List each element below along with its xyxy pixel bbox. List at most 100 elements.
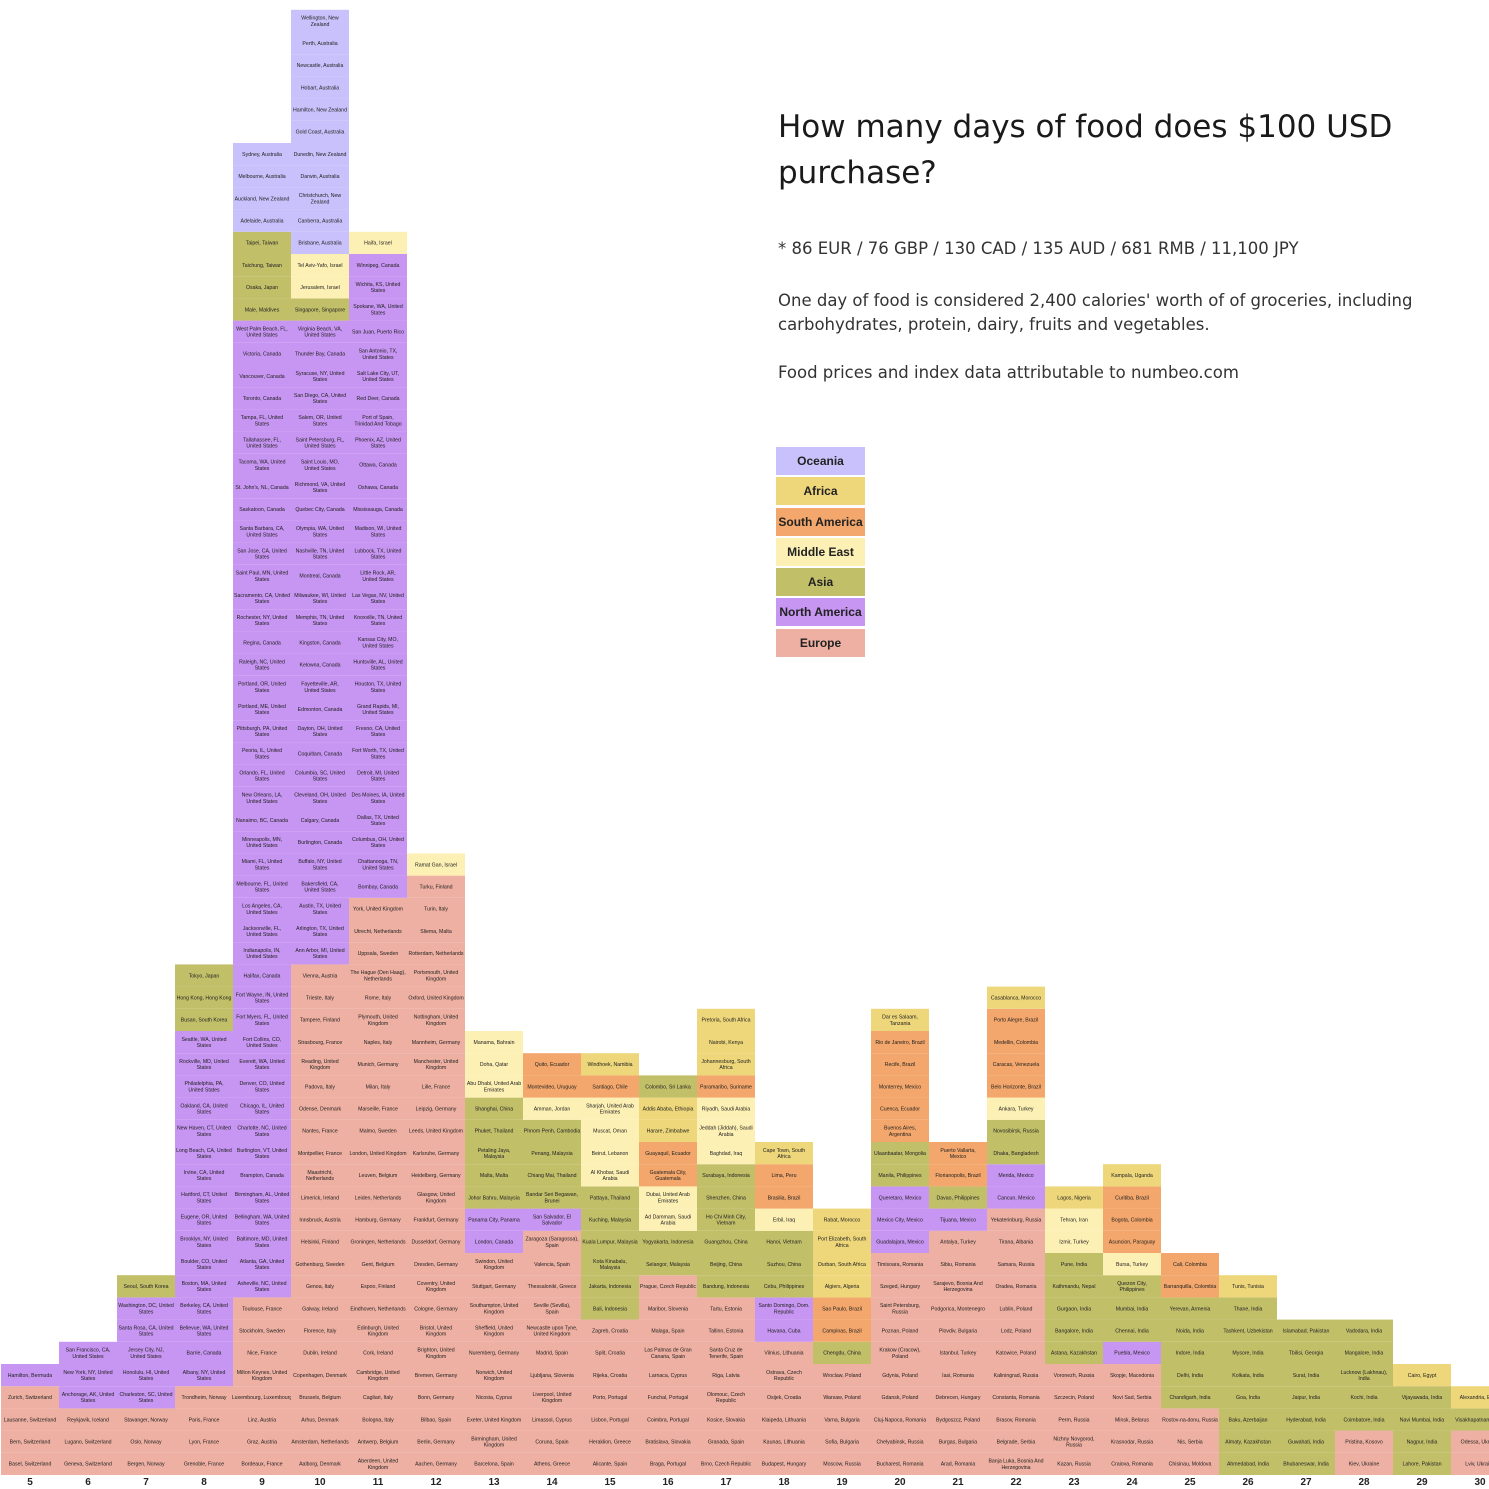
city-label: Caracas, Venezuela — [993, 1062, 1040, 1068]
city-cell — [639, 1386, 697, 1409]
city-cell — [407, 1430, 465, 1453]
city-cell — [233, 1430, 291, 1453]
city-label: Galway, Ireland — [302, 1306, 338, 1312]
city-label: Santa Barbara, CA, United States — [240, 526, 285, 538]
city-label: Port Elizabeth, South Africa — [818, 1237, 867, 1249]
city-cell — [1277, 1364, 1335, 1387]
city-cell — [233, 809, 291, 832]
city-cell — [349, 298, 407, 321]
city-cell — [523, 1097, 581, 1120]
city-cell — [813, 1230, 871, 1253]
city-label: Riyadh, Saudi Arabia — [702, 1107, 751, 1113]
city-cell — [1335, 1430, 1393, 1453]
city-label: Lausanne, Switzerland — [4, 1417, 57, 1423]
city-cell — [987, 1031, 1045, 1054]
city-cell — [1277, 1386, 1335, 1409]
city-cell — [291, 98, 349, 121]
city-cell — [349, 986, 407, 1009]
city-label: Darwin, Australia — [301, 174, 340, 180]
city-label: Penang, Malaysia — [531, 1151, 572, 1157]
city-label: Vilnius, Lithuania — [764, 1351, 803, 1357]
city-label: Colombo, Sri Lanka — [645, 1084, 691, 1090]
city-label: Tampa, FL, United States — [241, 415, 283, 427]
city-label: Algiers, Algeria — [825, 1284, 860, 1290]
city-cell — [175, 1319, 233, 1342]
city-cell — [639, 1186, 697, 1209]
city-cell — [523, 1297, 581, 1320]
city-label: Bristol, United Kingdom — [420, 1325, 452, 1337]
city-cell — [349, 453, 407, 476]
city-cell — [871, 1008, 929, 1031]
city-label: Rome, Italy — [365, 996, 392, 1002]
city-cell — [813, 1364, 871, 1387]
city-cell — [349, 875, 407, 898]
city-label: Coruna, Spain — [535, 1440, 568, 1446]
city-cell — [465, 1186, 523, 1209]
city-cell — [407, 942, 465, 965]
city-cell — [1277, 1430, 1335, 1453]
city-cell — [117, 1275, 175, 1298]
x-tick-label: 12 — [430, 1477, 442, 1488]
city-label: Harare, Zimbabwe — [647, 1129, 690, 1135]
city-label: Atlanta, GA, United States — [240, 1259, 285, 1271]
city-cell — [175, 1053, 233, 1076]
city-label: Regina, Canada — [243, 640, 281, 646]
city-label: Athens, Greece — [534, 1462, 570, 1468]
city-cell — [1, 1430, 59, 1453]
city-cell — [349, 387, 407, 410]
city-label: Lviv, Ukraine — [1465, 1462, 1489, 1468]
city-label: New York, NY, United States — [63, 1370, 112, 1382]
city-cell — [233, 675, 291, 698]
city-cell — [465, 1031, 523, 1054]
city-label: Bucharest, Romania — [877, 1462, 924, 1468]
city-label: Campinas, Brazil — [822, 1329, 861, 1335]
city-cell — [1277, 1452, 1335, 1475]
city-cell — [1219, 1386, 1277, 1409]
city-cell — [523, 1119, 581, 1142]
city-cell — [1219, 1408, 1277, 1431]
city-cell — [349, 254, 407, 277]
city-cell — [1103, 1386, 1161, 1409]
city-label: Kaunas, Lithuania — [763, 1440, 805, 1446]
city-cell — [233, 1230, 291, 1253]
city-cell — [233, 143, 291, 166]
city-label: Charleston, SC, United States — [119, 1392, 172, 1404]
city-cell — [987, 1386, 1045, 1409]
city-label: Burlington, VT, United States — [237, 1148, 287, 1160]
city-label: Doha, Qatar — [480, 1062, 509, 1068]
city-cell — [465, 1142, 523, 1165]
city-cell — [523, 1164, 581, 1187]
city-cell — [291, 453, 349, 476]
city-cell — [929, 1253, 987, 1276]
city-label: Melbourne, FL, United States — [236, 881, 287, 893]
city-label: Bratislava, Slovakia — [645, 1440, 690, 1446]
city-label: Lublin, Poland — [1000, 1306, 1033, 1312]
city-label: Helsinki, Finland — [301, 1240, 339, 1246]
city-label: Ad Dammam, Saudi Arabia — [645, 1214, 691, 1226]
x-tick-label: 21 — [952, 1477, 964, 1488]
city-cell — [1103, 1208, 1161, 1231]
city-label: Chiang Mai, Thailand — [528, 1173, 577, 1179]
city-label: Saint Petersburg, FL, United States — [295, 437, 344, 449]
city-cell — [1103, 1319, 1161, 1342]
city-label: Tashkent, Uzbekistan — [1223, 1329, 1272, 1335]
city-cell — [233, 1386, 291, 1409]
city-label: West Palm Beach, FL, United States — [236, 326, 288, 338]
city-cell — [349, 431, 407, 454]
city-cell — [291, 1386, 349, 1409]
x-tick-label: 24 — [1126, 1477, 1138, 1488]
city-cell — [349, 1186, 407, 1209]
city-label: Tehran, Iran — [1060, 1218, 1088, 1224]
city-label: Johor Bahru, Malaysia — [468, 1195, 520, 1201]
city-cell — [175, 1408, 233, 1431]
city-label: Thane, India — [1234, 1306, 1263, 1312]
city-cell — [233, 231, 291, 254]
city-label: Baghdad, Iraq — [710, 1151, 743, 1157]
city-cell — [117, 1408, 175, 1431]
city-cell — [523, 1364, 581, 1387]
city-label: Bogota, Colombia — [1111, 1218, 1152, 1224]
x-tick-label: 5 — [27, 1477, 33, 1488]
city-cell — [59, 1430, 117, 1453]
city-label: Eugene, OR, United States — [181, 1214, 228, 1226]
city-label: Everett, WA, United States — [239, 1059, 284, 1071]
